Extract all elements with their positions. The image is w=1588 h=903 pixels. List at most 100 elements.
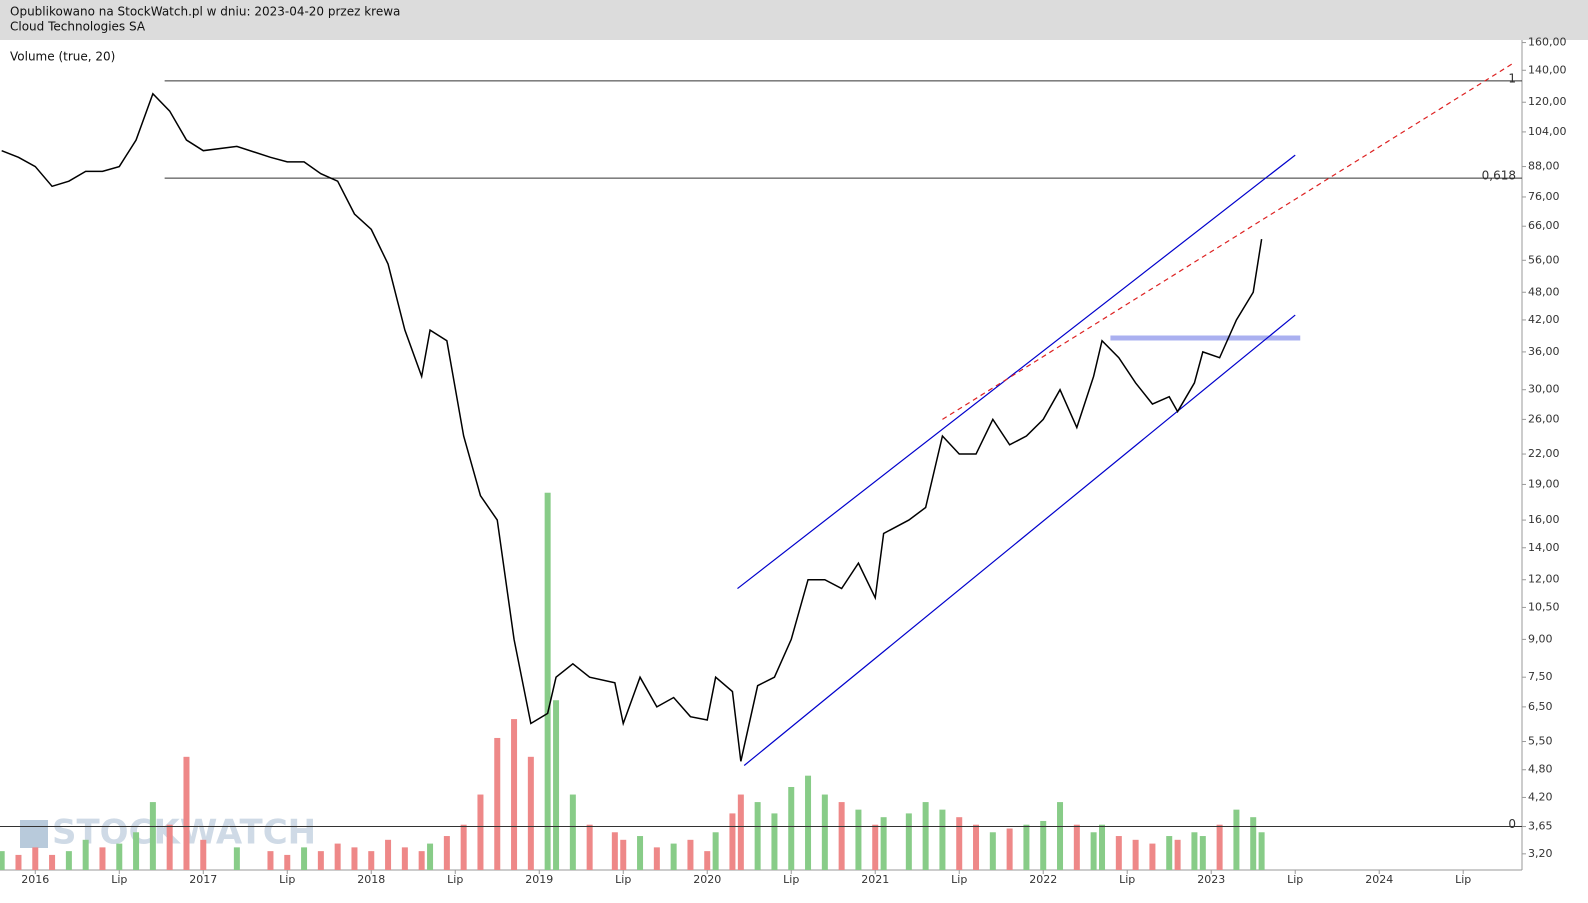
y-tick-label: 9,00: [1528, 632, 1553, 645]
y-tick-label: 7,50: [1528, 670, 1553, 683]
x-tick-label: Lip: [1287, 873, 1303, 886]
volume-bar: [1233, 809, 1240, 870]
volume-bar: [1199, 836, 1206, 870]
volume-bar: [32, 847, 39, 870]
volume-bar: [460, 824, 467, 870]
volume-bar: [1216, 824, 1223, 870]
fib-label: 0: [1508, 817, 1516, 831]
volume-bar: [729, 813, 736, 870]
x-tick-label: 2021: [861, 873, 889, 886]
volume-bar: [1166, 836, 1173, 870]
volume-bar: [385, 839, 392, 870]
volume-bar: [427, 843, 434, 870]
y-tick-label: 6,50: [1528, 700, 1553, 713]
y-tick-label: 48,00: [1528, 285, 1560, 298]
volume-bar: [905, 813, 912, 870]
volume-bar: [670, 843, 677, 870]
y-tick-label: 66,00: [1528, 219, 1560, 232]
volume-bar: [1006, 828, 1013, 870]
volume-bar: [15, 854, 22, 870]
volume-bar: [1115, 836, 1122, 870]
x-tick-label: 2017: [189, 873, 217, 886]
y-tick-label: 4,20: [1528, 790, 1553, 803]
volume-bar: [65, 851, 72, 870]
volume-bar: [116, 843, 123, 870]
y-tick-label: 76,00: [1528, 190, 1560, 203]
y-tick-label: 42,00: [1528, 313, 1560, 326]
volume-bar: [317, 851, 324, 870]
volume-bar: [1057, 802, 1064, 870]
volume-bar: [872, 824, 879, 870]
volume-bar: [771, 813, 778, 870]
trend-line: [737, 154, 1296, 590]
volume-bar: [133, 832, 140, 870]
published-note: Opublikowano na StockWatch.pl w dniu: 20…: [10, 5, 400, 19]
volume-bar: [989, 832, 996, 870]
volume-bar: [653, 847, 660, 870]
volume-bar: [284, 854, 291, 870]
y-tick-label: 22,00: [1528, 447, 1560, 460]
y-tick-label: 30,00: [1528, 383, 1560, 396]
y-tick-label: 120,00: [1528, 95, 1567, 108]
volume-bar: [544, 492, 551, 870]
volume-bar: [620, 839, 627, 870]
y-tick-label: 19,00: [1528, 477, 1560, 490]
y-tick-label: 10,50: [1528, 600, 1560, 613]
y-tick-label: 36,00: [1528, 345, 1560, 358]
volume-bar: [880, 817, 887, 870]
x-tick-label: Lip: [447, 873, 463, 886]
volume-bar: [99, 847, 106, 870]
y-tick-label: 26,00: [1528, 412, 1560, 425]
volume-bar: [233, 847, 240, 870]
volume-bar: [805, 775, 812, 870]
fib-label: 0,618: [1482, 169, 1516, 183]
volume-bar: [166, 824, 173, 870]
volume-bar: [922, 802, 929, 870]
y-tick-label: 14,00: [1528, 541, 1560, 554]
volume-bar: [687, 839, 694, 870]
x-tick-label: Lip: [951, 873, 967, 886]
volume-bar: [1090, 832, 1097, 870]
volume-bar: [973, 824, 980, 870]
fib-label: 1: [1508, 71, 1516, 85]
volume-bar: [267, 851, 274, 870]
y-tick-label: 12,00: [1528, 573, 1560, 586]
x-tick-label: Lip: [111, 873, 127, 886]
y-tick-label: 104,00: [1528, 125, 1567, 138]
x-tick-label: Lip: [1119, 873, 1135, 886]
volume-bar: [1191, 832, 1198, 870]
x-tick-label: 2016: [21, 873, 49, 886]
y-tick-label: 5,50: [1528, 735, 1553, 748]
volume-bar: [1040, 820, 1047, 870]
watermark-icon: [20, 820, 48, 848]
price-line: [1, 92, 1263, 762]
volume-bar: [1099, 824, 1106, 870]
x-tick-label: 2024: [1365, 873, 1393, 886]
y-tick-label: 140,00: [1528, 63, 1567, 76]
x-tick-label: 2020: [693, 873, 721, 886]
trend-line: [942, 62, 1514, 420]
x-tick-label: Lip: [615, 873, 631, 886]
volume-bar: [443, 836, 450, 870]
volume-bar: [82, 839, 89, 870]
volume-bar: [553, 700, 560, 870]
volume-bar: [1023, 824, 1030, 870]
volume-bar: [821, 794, 828, 870]
x-tick-label: Lip: [279, 873, 295, 886]
volume-bar: [611, 832, 618, 870]
volume-bar: [1174, 839, 1181, 870]
volume-bar: [704, 851, 711, 870]
x-tick-label: Lip: [783, 873, 799, 886]
volume-bar: [939, 809, 946, 870]
company-name: Cloud Technologies SA: [10, 20, 146, 34]
volume-bar: [527, 756, 534, 870]
y-tick-label: 56,00: [1528, 253, 1560, 266]
y-tick-label: 16,00: [1528, 513, 1560, 526]
volume-bar: [334, 843, 341, 870]
volume-bar: [301, 847, 308, 870]
x-tick-label: 2023: [1197, 873, 1225, 886]
volume-bar: [200, 839, 207, 870]
volume-bar: [855, 809, 862, 870]
volume-bar: [1258, 832, 1265, 870]
volume-bar: [149, 802, 156, 870]
